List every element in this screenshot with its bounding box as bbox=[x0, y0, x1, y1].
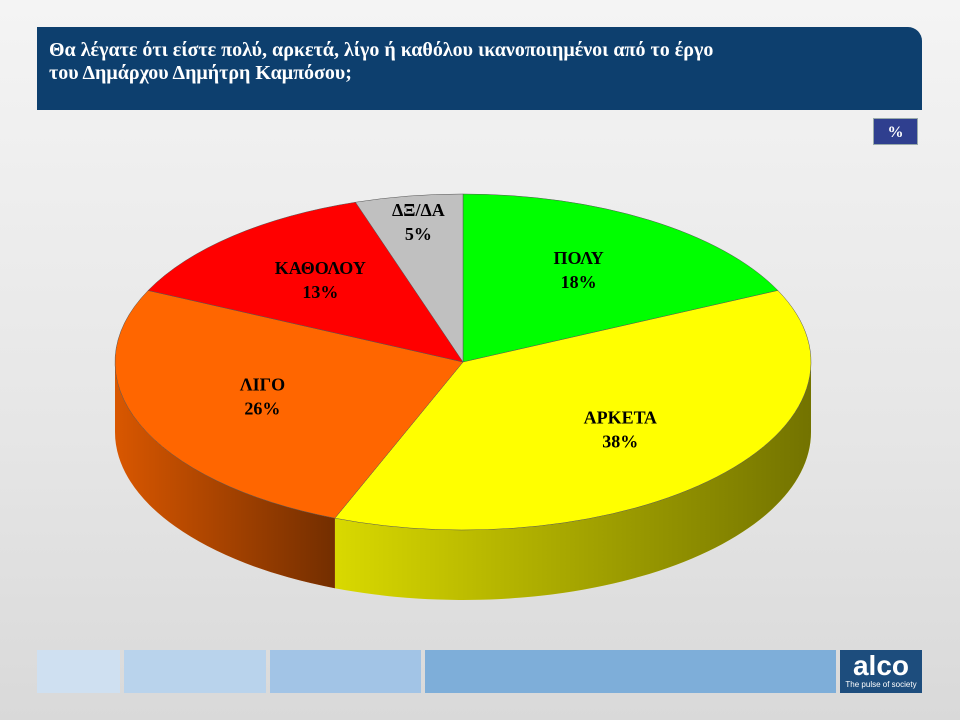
slice-value-label: 38% bbox=[602, 431, 638, 451]
slice-value-label: 5% bbox=[405, 224, 432, 244]
slice-category-label: ΔΞ/ΔΑ bbox=[392, 200, 445, 220]
chart-title: Θα λέγατε ότι είστε πολύ, αρκετά, λίγο ή… bbox=[49, 39, 714, 84]
slice-side-shade bbox=[114, 362, 335, 589]
slice-category-label: ΚΑΘΟΛΟΥ bbox=[275, 258, 366, 278]
footer-strip bbox=[270, 650, 421, 693]
slice-category-label: ΑΡΚΕΤΑ bbox=[584, 407, 657, 427]
slice bbox=[114, 290, 464, 519]
slice-category-label: ΠΟΛΥ bbox=[553, 248, 603, 268]
title-box: Θα λέγατε ότι είστε πολύ, αρκετά, λίγο ή… bbox=[37, 27, 922, 110]
slice bbox=[334, 290, 812, 531]
slice bbox=[462, 193, 779, 363]
footer-strip bbox=[124, 650, 266, 693]
logo-tagline: The pulse of society bbox=[845, 680, 917, 689]
slice-value-label: 13% bbox=[302, 282, 338, 302]
footer-strip bbox=[37, 650, 120, 693]
slice-side-shade bbox=[334, 362, 811, 600]
unit-badge: % bbox=[873, 118, 918, 145]
slice-category-label: ΛΙΓΟ bbox=[240, 374, 285, 394]
slice bbox=[147, 201, 464, 363]
logo-name: alco bbox=[852, 650, 910, 681]
slice bbox=[355, 193, 464, 363]
slice-value-label: 18% bbox=[561, 272, 597, 292]
footer-strip bbox=[425, 650, 836, 693]
pie-chart: ΠΟΛΥ 18% ΑΡΚΕΤΑ 38% ΛΙΓΟ 26% ΚΑΘΟΛΟΥ 13% ΔΞ/ΔΑ 5% bbox=[114, 193, 812, 600]
logo: alco The pulse of society bbox=[840, 650, 922, 693]
slice-value-label: 26% bbox=[244, 398, 280, 418]
